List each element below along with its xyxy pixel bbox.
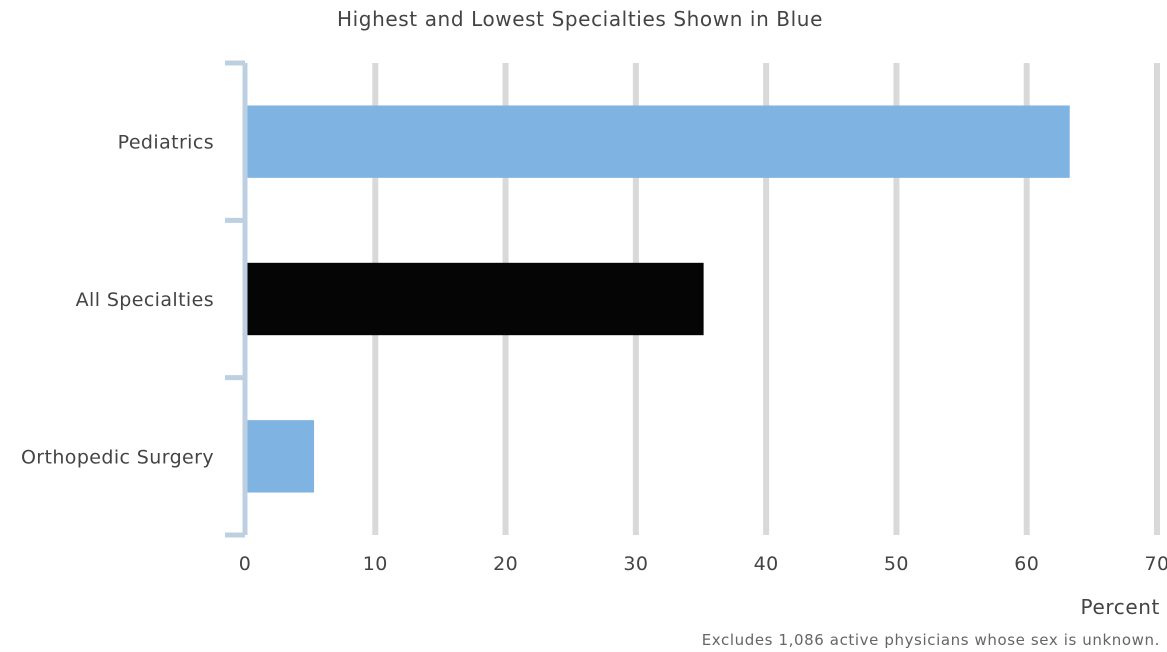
- x-tick-labels: 0 10 20 30 40 50 60 70: [239, 553, 1167, 575]
- bar-all-specialties: [247, 262, 704, 336]
- category-label: Orthopedic Surgery: [21, 446, 214, 468]
- x-tick-label: 50: [884, 553, 909, 575]
- x-tick-label: 0: [239, 553, 252, 575]
- x-tick-label: 20: [493, 553, 518, 575]
- category-label: All Specialties: [76, 289, 214, 311]
- x-tick-label: 10: [363, 553, 388, 575]
- x-tick-label: 40: [754, 553, 779, 575]
- x-tick-label: 30: [623, 553, 648, 575]
- y-axis: [225, 60, 248, 538]
- bar-orthopedic-surgery: [247, 420, 315, 493]
- x-tick-label: 60: [1014, 553, 1039, 575]
- category-labels: Pediatrics All Specialties Orthopedic Surg…: [21, 132, 214, 469]
- chart-title: Highest and Lowest Specialties Shown in …: [337, 7, 823, 31]
- category-label: Pediatrics: [118, 132, 214, 154]
- x-tick-label: 70: [1145, 553, 1167, 575]
- bars: [247, 105, 1070, 493]
- bar-pediatrics: [247, 105, 1070, 178]
- x-axis-title: Percent: [1081, 595, 1160, 619]
- footnote: Excludes 1,086 active physicians whose s…: [702, 631, 1160, 649]
